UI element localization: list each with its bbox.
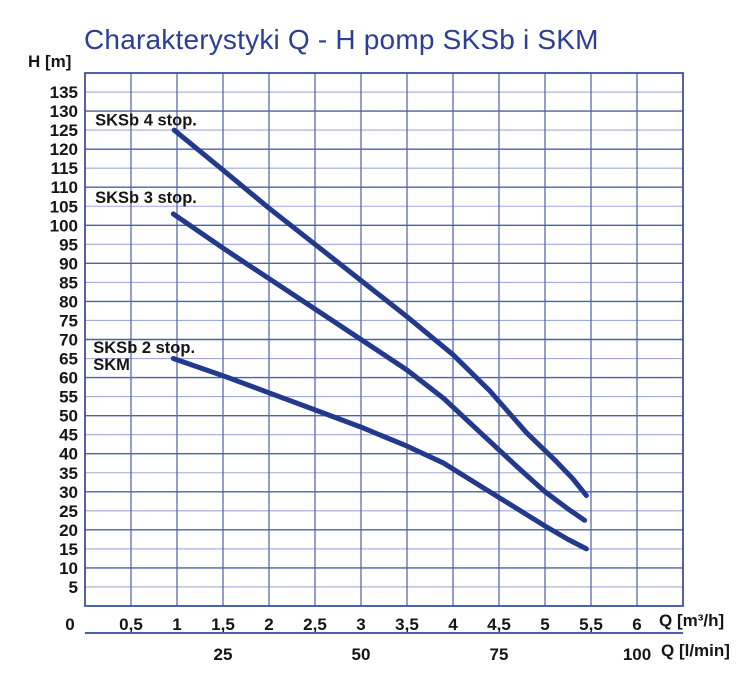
y-tick-label: 115 bbox=[51, 159, 78, 178]
y-tick-label: 45 bbox=[59, 426, 78, 445]
x2-tick-label: 50 bbox=[352, 645, 371, 664]
curve-label-sksb-2-stop-skm: SKSb 2 stop. bbox=[93, 339, 195, 357]
y-tick-label: 125 bbox=[50, 121, 78, 140]
x-tick-label: 1,5 bbox=[211, 615, 235, 634]
y-tick-label: 75 bbox=[59, 311, 78, 330]
y-tick-label: 135 bbox=[50, 83, 78, 102]
y-tick-label: 65 bbox=[59, 350, 78, 369]
y-tick-label: 120 bbox=[50, 140, 78, 159]
y-tick-label: 60 bbox=[59, 369, 78, 388]
x-tick-label: 0 bbox=[65, 615, 74, 634]
y-tick-label: 50 bbox=[59, 407, 78, 426]
y-tick-label: 35 bbox=[59, 464, 78, 483]
y-tick-label: 70 bbox=[59, 331, 78, 350]
x-tick-label: 3 bbox=[356, 615, 365, 634]
x2-tick-label: 75 bbox=[490, 645, 509, 664]
plot-border bbox=[84, 72, 684, 607]
y-tick-label: 10 bbox=[59, 559, 78, 578]
x-tick-label: 2,5 bbox=[303, 615, 327, 634]
y-tick-label: 80 bbox=[59, 292, 78, 311]
x2-tick-label: 100 bbox=[623, 645, 651, 664]
x-axis2-unit-label: Q [l/min] bbox=[661, 641, 730, 660]
x-tick-label: 0,5 bbox=[119, 615, 143, 634]
x-tick-label: 1 bbox=[172, 615, 181, 634]
y-tick-label: 20 bbox=[59, 521, 78, 540]
x-tick-label: 3,5 bbox=[395, 615, 419, 634]
chart-title: Charakterystyki Q - H pomp SKSb i SKM bbox=[84, 24, 599, 55]
y-tick-label: 40 bbox=[59, 445, 78, 464]
x-tick-label: 4,5 bbox=[487, 615, 511, 634]
curve-sksb-4-stop bbox=[171, 127, 589, 499]
x-tick-label: 5,5 bbox=[579, 615, 603, 634]
y-tick-label: 110 bbox=[51, 178, 78, 197]
x-axis-unit-label: Q [m³/h] bbox=[659, 611, 725, 630]
y-tick-label: 15 bbox=[59, 540, 78, 559]
y-tick-label: 55 bbox=[59, 388, 78, 407]
y-tick-label: 30 bbox=[59, 483, 78, 502]
x-tick-label: 6 bbox=[632, 615, 641, 634]
curve-sksb-2-stop-skm bbox=[170, 356, 589, 552]
curve-label-sksb-2-stop-skm: SKM bbox=[93, 356, 130, 374]
y-tick-label: 85 bbox=[59, 273, 78, 292]
curve-sksb-3-stop bbox=[170, 211, 588, 523]
y-tick-label: 130 bbox=[50, 102, 78, 121]
y-tick-label: 100 bbox=[50, 216, 78, 235]
x-tick-label: 2 bbox=[264, 615, 273, 634]
y-axis-unit-label: H [m] bbox=[28, 52, 72, 71]
x-tick-label: 4 bbox=[448, 615, 458, 634]
y-tick-label: 95 bbox=[59, 235, 78, 254]
y-tick-label: 5 bbox=[69, 578, 78, 597]
y-tick-label: 25 bbox=[59, 502, 78, 521]
x-tick-label: 5 bbox=[540, 615, 549, 634]
curve-label-sksb-4-stop: SKSb 4 stop. bbox=[95, 112, 197, 130]
curve-label-sksb-3-stop: SKSb 3 stop. bbox=[95, 189, 197, 207]
y-tick-label: 105 bbox=[50, 197, 78, 216]
y-tick-label: 90 bbox=[59, 254, 78, 273]
x2-tick-label: 25 bbox=[214, 645, 233, 664]
